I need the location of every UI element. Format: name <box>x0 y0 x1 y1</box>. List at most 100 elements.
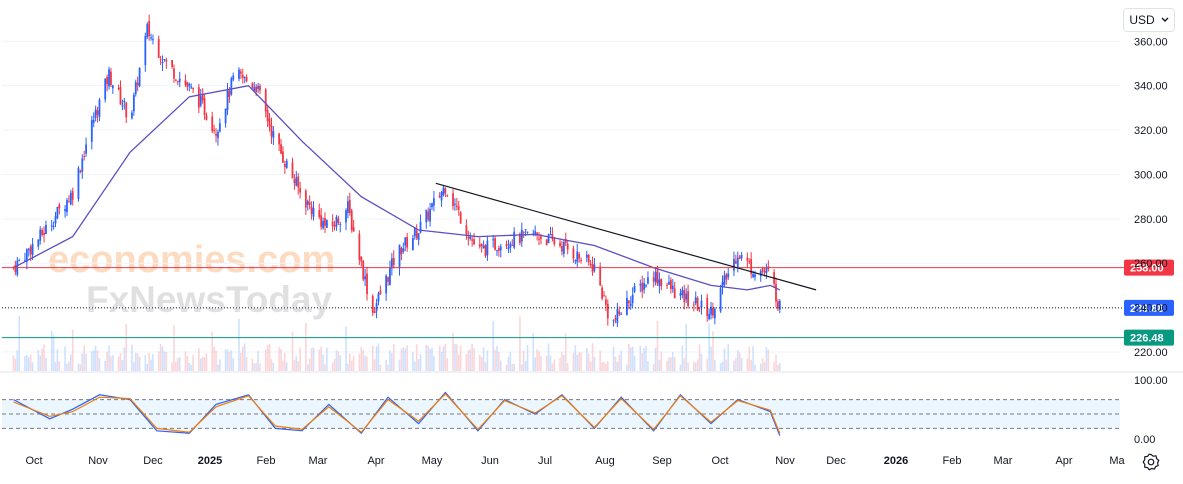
volume-bar <box>754 364 756 371</box>
volume-bar <box>146 363 149 371</box>
candle-body <box>132 94 135 112</box>
candle-body <box>389 267 391 286</box>
candle-body <box>465 225 468 235</box>
volume-bar <box>628 343 630 371</box>
volume-bar <box>148 353 150 371</box>
volume-bar <box>54 362 57 371</box>
volume-bar <box>198 348 200 371</box>
volume-bar <box>586 348 588 371</box>
candle-body <box>727 273 730 278</box>
candle-body <box>754 274 756 278</box>
candle-body <box>390 258 393 269</box>
time-axis[interactable]: Oct Nov Dec 2025 Feb Mar Apr May Jun Jul Aug Sep Oct… <box>25 455 1125 467</box>
volume-bar <box>694 362 697 371</box>
volume-bar <box>599 350 601 371</box>
volume-bar <box>138 356 141 371</box>
volume-bar <box>522 350 525 371</box>
volume-bar <box>721 361 724 371</box>
volume-bar <box>242 346 244 371</box>
candle-body <box>218 123 221 132</box>
volume-bar <box>66 363 68 371</box>
candle-body <box>211 116 214 132</box>
volume-bar <box>614 356 617 371</box>
volume-bar <box>647 360 649 371</box>
candle-body <box>27 249 30 251</box>
volume-bar <box>240 352 242 371</box>
volume-bar <box>572 352 575 371</box>
volume-bar <box>478 354 481 371</box>
candle-body <box>362 260 365 280</box>
volume-bar <box>157 351 160 371</box>
volume-bar <box>467 350 470 371</box>
volume-bar <box>733 360 735 371</box>
volume-bar <box>326 347 328 371</box>
candle-body <box>473 239 475 245</box>
volume-bar <box>50 331 53 371</box>
volume-bar <box>740 357 743 371</box>
candle-body <box>683 290 686 303</box>
x-tick-label: Oct <box>25 455 42 467</box>
candle-body <box>687 291 689 307</box>
volume-bar <box>564 333 567 371</box>
candle-body <box>67 201 70 203</box>
volume-bar <box>91 351 93 371</box>
volume-bar <box>322 354 324 371</box>
volume-bar <box>349 353 351 371</box>
trendline-group[interactable] <box>435 182 817 291</box>
price-axis[interactable]: 220.00 240.00 260.00 280.00 300.00 320.00 340.… <box>1134 36 1168 359</box>
candle-body <box>478 244 481 247</box>
candle-body <box>348 199 351 213</box>
volume-bar <box>587 353 590 371</box>
candle-body <box>509 243 512 248</box>
candle-body <box>360 256 363 262</box>
volume-bar <box>752 346 754 371</box>
candle-body <box>775 283 777 302</box>
volume-bar <box>259 363 261 371</box>
volume-bar <box>761 357 764 371</box>
chart-settings-button[interactable] <box>1141 452 1161 472</box>
candle-body <box>482 245 485 249</box>
candle-body <box>553 239 556 245</box>
candle-body <box>178 78 181 82</box>
candle-body <box>257 85 259 89</box>
candle-body <box>272 131 275 138</box>
candle-body <box>660 278 663 286</box>
candle-body <box>633 286 636 292</box>
candle-body <box>417 233 420 241</box>
volume-bar <box>119 353 122 371</box>
volume-bar <box>708 323 710 371</box>
candle-body <box>291 162 294 179</box>
volume-bar <box>26 355 28 371</box>
candle-body <box>446 195 449 197</box>
volume-bar <box>136 353 139 371</box>
candle-body <box>18 260 21 262</box>
volume-bar <box>563 355 565 371</box>
volume-bar <box>161 346 164 371</box>
volume-bar <box>37 350 40 371</box>
x-tick-label: Ma <box>1109 455 1125 467</box>
volume-bar <box>444 343 447 371</box>
volume-bar <box>257 351 259 371</box>
currency-selector[interactable]: USD <box>1123 8 1175 32</box>
candle-body <box>736 257 739 267</box>
volume-bar <box>616 361 619 371</box>
volume-bar <box>243 343 246 371</box>
candle-body <box>427 211 430 220</box>
volume-bar <box>305 322 307 371</box>
volume-bar <box>12 355 15 371</box>
candle-body <box>171 60 173 67</box>
candle-body <box>165 59 168 62</box>
candle-body <box>45 224 47 235</box>
volume-bar <box>668 357 670 371</box>
candle-body <box>511 244 514 246</box>
volume-bar <box>389 350 391 371</box>
support-label-bg <box>1124 329 1174 346</box>
candle-body <box>629 303 632 307</box>
candle-body <box>576 251 579 263</box>
volume-bar <box>706 358 708 371</box>
volume-bar <box>385 359 387 371</box>
candle-body <box>591 264 594 273</box>
candle-body <box>765 268 768 274</box>
